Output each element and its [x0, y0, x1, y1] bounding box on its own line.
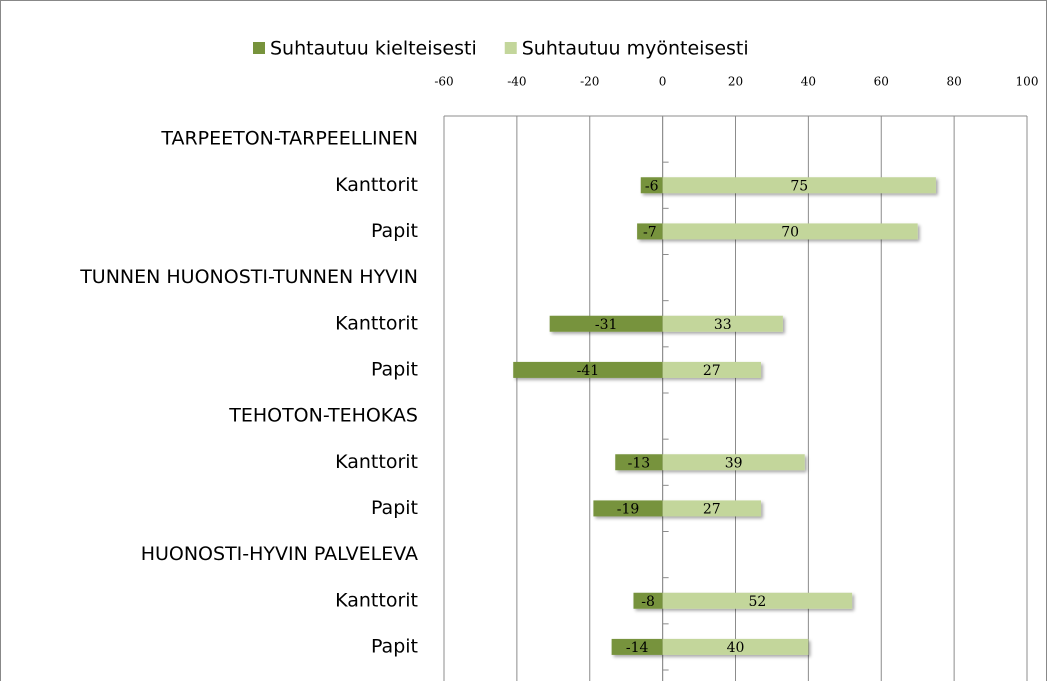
x-tick-label: 20: [728, 75, 743, 89]
bar: [662, 177, 936, 194]
data-label: -7: [643, 224, 657, 240]
bar: [662, 454, 805, 471]
data-label: -14: [626, 640, 649, 656]
bar: [640, 177, 663, 194]
x-tick-label: 60: [874, 75, 889, 89]
data-label: 70: [781, 224, 799, 240]
bar: [662, 638, 809, 655]
data-label: 39: [725, 455, 743, 471]
bar: [593, 500, 663, 517]
bar: [611, 638, 663, 655]
bar: [633, 592, 663, 609]
data-label: -31: [595, 317, 618, 333]
x-tick-label: 80: [946, 75, 961, 89]
bar: [662, 223, 918, 240]
data-label: -8: [641, 594, 655, 610]
data-label: -19: [617, 501, 640, 517]
x-tick-label: -20: [580, 75, 599, 89]
bar: [662, 315, 783, 332]
legend-label: Suhtautuu kielteisesti: [270, 38, 477, 60]
category-label: Kanttorit: [335, 451, 418, 473]
bar: [662, 361, 762, 378]
category-label: Papit: [371, 358, 418, 380]
bar: [615, 454, 663, 471]
legend-swatch: [253, 42, 265, 54]
x-tick-label: 100: [1016, 75, 1039, 89]
bar: [637, 223, 663, 240]
category-label: HUONOSTI-HYVIN PALVELEVA: [141, 543, 418, 565]
category-label: TEHOTON-TEHOKAS: [228, 405, 418, 427]
legend-label: Suhtautuu myönteisesti: [522, 38, 749, 60]
x-tick-label: -40: [507, 75, 526, 89]
bar: [513, 361, 663, 378]
data-label: 27: [703, 363, 721, 379]
bar: [549, 315, 663, 332]
data-label: -41: [577, 363, 600, 379]
x-tick-label: 0: [659, 75, 667, 89]
category-label: Papit: [371, 497, 418, 519]
category-label: Papit: [371, 220, 418, 242]
bar: [662, 500, 762, 517]
category-label: TUNNEN HUONOSTI-TUNNEN HYVIN: [79, 266, 418, 288]
legend-swatch: [504, 42, 517, 54]
data-label: 75: [790, 178, 808, 194]
x-tick-label: 40: [801, 75, 816, 89]
data-label: 40: [727, 640, 745, 656]
data-label: 52: [748, 594, 766, 610]
x-tick-label: -60: [434, 75, 453, 89]
category-label: TARPEETON-TARPEELLINEN: [160, 128, 418, 150]
data-label: 27: [703, 501, 721, 517]
bar: [662, 592, 853, 609]
category-label: Kanttorit: [335, 312, 418, 334]
data-label: 33: [714, 317, 732, 333]
category-label: Kanttorit: [335, 589, 418, 611]
category-label: Papit: [371, 635, 418, 657]
category-label: Kanttorit: [335, 174, 418, 196]
data-label: -6: [645, 178, 659, 194]
data-label: -13: [628, 455, 651, 471]
